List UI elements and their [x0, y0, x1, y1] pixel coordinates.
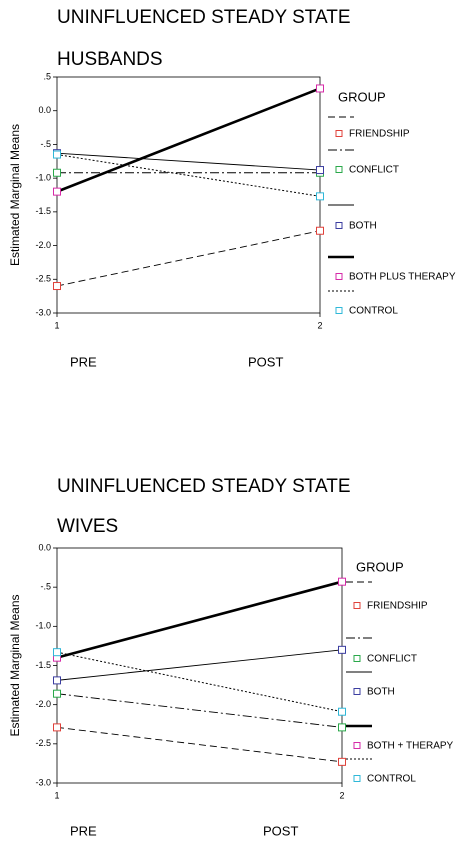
series-line	[56, 152, 321, 171]
legend-label: BOTH + THERAPY	[367, 741, 454, 752]
y-tick-label: -.5	[40, 139, 51, 149]
y-tick-label: -2.5	[35, 738, 51, 748]
y-tick-label: -2.0	[35, 699, 51, 709]
y-tick-label: -1.0	[35, 173, 51, 183]
y-tick-label: 0.0	[38, 105, 51, 115]
point-marker	[53, 282, 61, 291]
chart: UNINFLUENCED STEADY STATE WIVES Estimated …	[8, 476, 453, 838]
point-marker	[53, 723, 61, 732]
x-tick-label: 1	[54, 790, 59, 800]
legend-marker	[335, 307, 343, 314]
point-marker	[316, 166, 324, 175]
series-line	[56, 87, 321, 193]
series-line	[56, 649, 343, 681]
series-line	[56, 651, 343, 713]
point-marker	[338, 723, 346, 732]
legend-label: CONTROL	[349, 306, 398, 317]
x-category-label: POST	[248, 354, 283, 369]
y-tick-label: -3.0	[35, 307, 51, 317]
y-tick-label: -.5	[40, 582, 51, 592]
point-marker	[316, 192, 324, 201]
series-line	[56, 693, 343, 728]
x-category-label: POST	[263, 823, 298, 838]
point-marker	[53, 150, 61, 159]
x-tick-label: 2	[317, 320, 322, 330]
point-marker	[338, 707, 346, 716]
y-axis-label: Estimated Marginal Means	[8, 594, 22, 736]
y-tick-label: -1.5	[35, 206, 51, 216]
legend-marker	[353, 775, 361, 782]
point-marker	[53, 689, 61, 698]
legend-label: BOTH PLUS THERAPY	[349, 272, 456, 283]
series-line	[56, 154, 321, 197]
series-line	[56, 726, 343, 763]
y-tick-label: -1.5	[35, 660, 51, 670]
point-marker	[53, 648, 61, 657]
point-marker	[53, 168, 61, 177]
series-line	[56, 230, 321, 287]
point-marker	[338, 757, 346, 766]
legend-title: GROUP	[338, 89, 386, 104]
y-tick-label: 0.0	[38, 542, 51, 552]
y-tick-label: -2.5	[35, 274, 51, 284]
legend-marker	[353, 688, 361, 695]
series-line	[56, 580, 343, 659]
point-marker	[316, 84, 324, 93]
legend-label: BOTH	[367, 687, 395, 698]
legend-marker	[335, 273, 343, 280]
legend-label: FRIENDSHIP	[349, 129, 410, 140]
y-tick-label: -3.0	[35, 777, 51, 787]
y-tick-label: .5	[43, 71, 51, 81]
legend-marker	[353, 655, 361, 662]
chart-title: UNINFLUENCED STEADY STATE	[57, 476, 351, 497]
plot-frame	[56, 76, 321, 314]
legend-label: BOTH	[349, 221, 377, 232]
x-category-label: PRE	[70, 823, 97, 838]
point-marker	[53, 187, 61, 196]
point-marker	[338, 645, 346, 654]
point-marker	[316, 226, 324, 235]
legend-label: FRIENDSHIP	[367, 601, 428, 612]
y-tick-label: -2.0	[35, 240, 51, 250]
x-tick-label: 2	[339, 790, 344, 800]
point-marker	[338, 577, 346, 586]
legend-marker	[353, 602, 361, 609]
legend-label: CONTROL	[367, 774, 416, 785]
x-category-label: PRE	[70, 354, 97, 369]
y-axis-label: Estimated Marginal Means	[8, 124, 22, 266]
x-tick-label: 1	[54, 320, 59, 330]
legend-title: GROUP	[356, 559, 404, 574]
legend-marker	[335, 166, 343, 173]
legend-marker	[353, 742, 361, 749]
legend-marker	[335, 222, 343, 229]
y-tick-label: -1.0	[35, 621, 51, 631]
chart-title: UNINFLUENCED STEADY STATE	[57, 7, 351, 28]
legend-marker	[335, 130, 343, 137]
chart-subtitle: HUSBANDS	[57, 49, 163, 70]
legend-label: CONFLICT	[349, 165, 399, 176]
legend-label: CONFLICT	[367, 654, 417, 665]
chart-subtitle: WIVES	[57, 516, 118, 537]
chart: UNINFLUENCED STEADY STATE HUSBANDS Estimat…	[8, 7, 456, 369]
point-marker	[53, 676, 61, 685]
